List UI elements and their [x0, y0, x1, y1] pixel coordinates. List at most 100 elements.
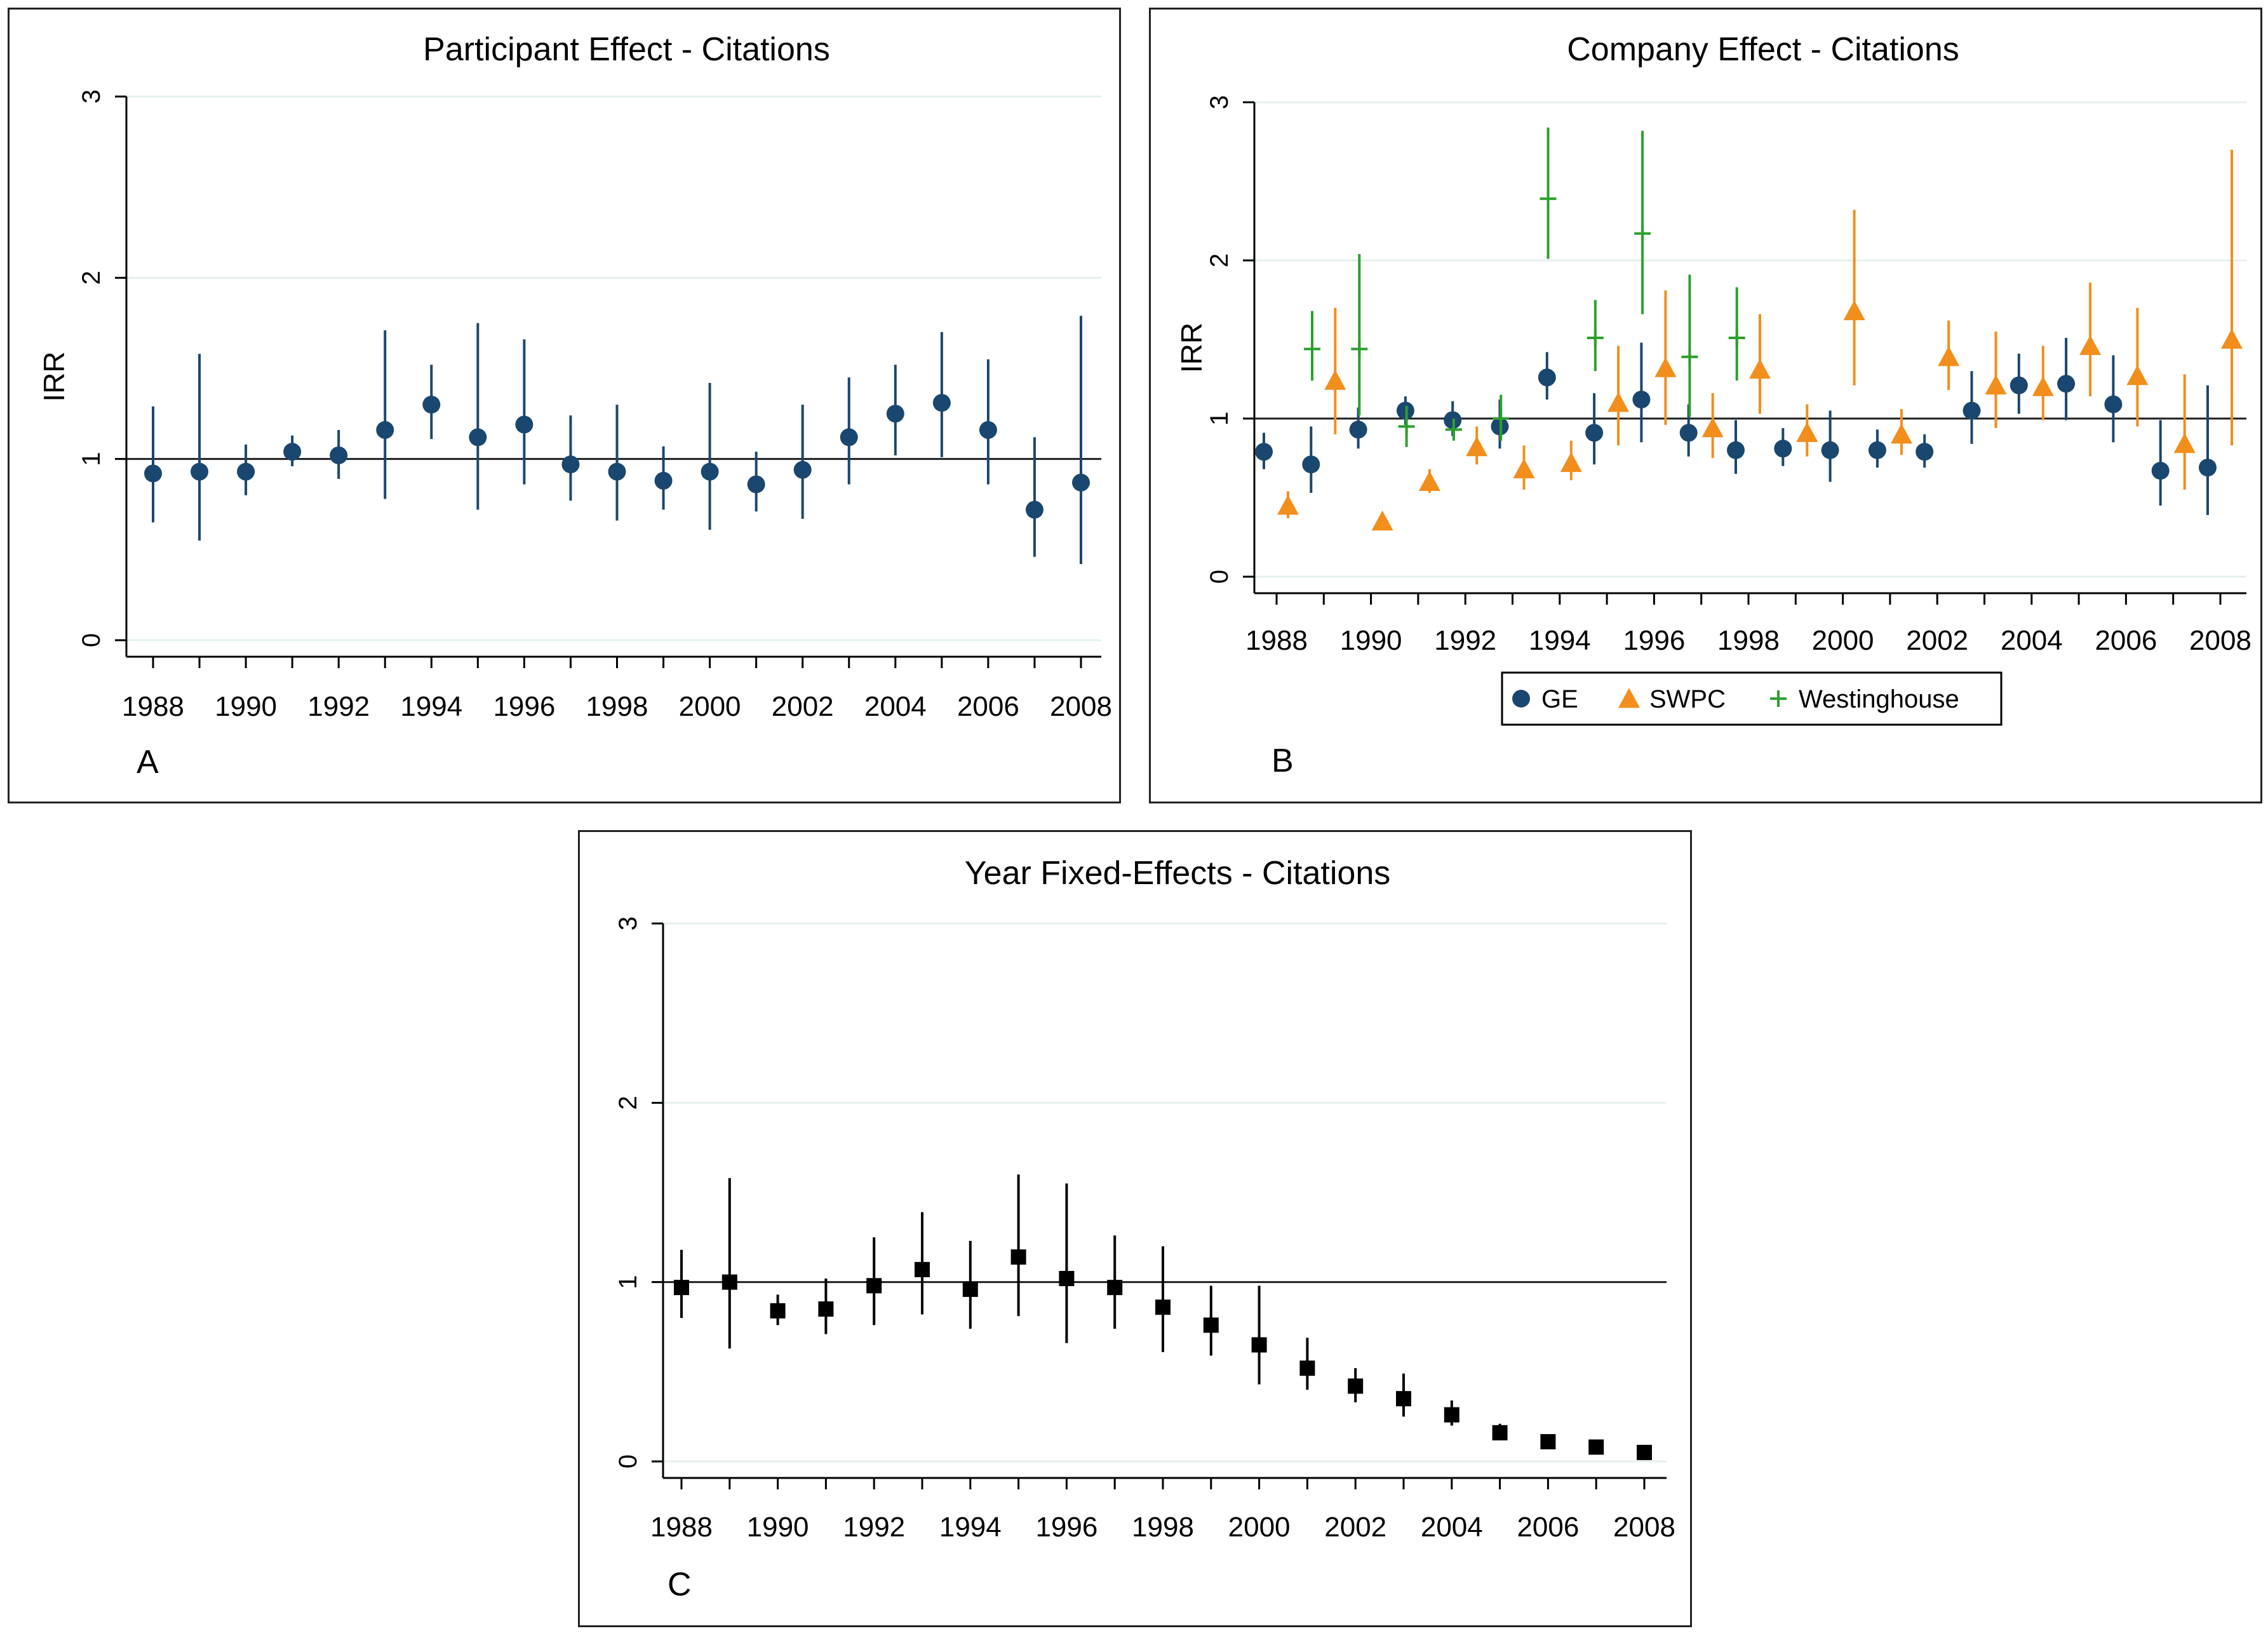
point-circle: [2057, 375, 2076, 393]
point-square: [1396, 1391, 1411, 1407]
point-triangle: [1324, 370, 1346, 390]
point-square: [866, 1278, 882, 1294]
point-circle: [1774, 440, 1792, 458]
x-tick-label: 1994: [400, 691, 462, 722]
point-circle: [1727, 441, 1745, 459]
series-westinghouse: [1304, 127, 1745, 447]
point-triangle: [1654, 357, 1677, 377]
legend-label-swpc: SWPC: [1649, 685, 1726, 713]
series-year: [674, 1174, 1652, 1460]
y-axis-label: IRR: [37, 351, 70, 401]
x-tick-label: 2000: [1228, 1512, 1291, 1543]
x-tick-label: 1988: [122, 691, 184, 722]
point-circle: [1255, 443, 1273, 461]
point-circle: [1302, 455, 1320, 474]
x-tick-label: 2006: [1517, 1512, 1579, 1543]
point-plus: [1493, 410, 1510, 427]
y-tick-label: 3: [77, 90, 105, 104]
point-circle: [1963, 401, 1981, 420]
point-triangle: [1277, 494, 1299, 515]
x-tick-label: 1998: [1717, 625, 1780, 656]
x-tick-label: 2004: [864, 691, 927, 722]
panel-label: A: [137, 744, 159, 781]
point-plus: [1351, 340, 1368, 358]
point-triangle: [1607, 392, 1630, 412]
legend-marker-westinghouse: [1770, 690, 1787, 707]
legend-marker-ge: [1512, 690, 1530, 708]
point-circle: [1585, 424, 1604, 442]
point-triangle: [1560, 452, 1582, 473]
point-square: [1637, 1444, 1652, 1460]
point-square: [1444, 1407, 1459, 1423]
point-triangle: [1466, 436, 1488, 457]
panel-label: B: [1272, 742, 1294, 779]
point-square: [1203, 1317, 1219, 1333]
point-circle: [2199, 459, 2217, 477]
y-tick-label: 0: [77, 633, 105, 647]
x-tick-label: 2004: [2001, 625, 2063, 656]
x-tick-label: 1990: [747, 1512, 809, 1543]
point-circle: [1679, 424, 1698, 442]
point-circle: [144, 464, 162, 483]
point-circle: [2010, 376, 2028, 394]
point-circle: [2151, 462, 2170, 480]
point-square: [1010, 1249, 1026, 1265]
legend-label-westinghouse: Westinghouse: [1799, 685, 1959, 713]
point-plus: [1398, 418, 1415, 435]
point-square: [1588, 1439, 1604, 1455]
point-circle: [1821, 441, 1839, 459]
point-plus: [1728, 330, 1745, 347]
point-circle: [840, 428, 858, 446]
point-circle: [515, 415, 533, 434]
series-swpc: [1277, 149, 2243, 531]
point-circle: [1868, 441, 1886, 459]
point-circle: [1025, 500, 1043, 519]
x-tick-label: 2004: [1421, 1512, 1483, 1543]
point-square: [770, 1303, 786, 1319]
point-circle: [1072, 473, 1090, 492]
chart-title: Participant Effect - Citations: [423, 31, 830, 68]
point-circle: [237, 462, 255, 481]
panel-b-company-effect: Company Effect - Citations 0 1 2 3 1988 1990 19…: [1149, 8, 2262, 803]
point-plus: [1681, 348, 1698, 365]
point-triangle: [1371, 510, 1393, 531]
point-square: [674, 1280, 689, 1296]
x-tick-label: 2000: [679, 691, 741, 722]
point-triangle: [2126, 365, 2149, 386]
point-triangle: [1418, 471, 1440, 492]
point-plus: [1445, 421, 1462, 438]
point-square: [962, 1281, 978, 1297]
point-circle: [886, 405, 904, 423]
point-square: [1155, 1299, 1171, 1315]
point-circle: [283, 443, 302, 461]
point-circle: [654, 471, 673, 490]
point-circle: [2104, 395, 2123, 413]
x-tick-label: 2002: [772, 691, 834, 722]
y-tick-label: 0: [614, 1454, 642, 1468]
point-triangle: [1701, 417, 1724, 438]
point-circle: [422, 396, 441, 414]
point-plus: [1634, 225, 1651, 242]
y-tick-label: 1: [614, 1275, 642, 1289]
x-tick-label: 1996: [493, 691, 555, 722]
chart-title: Year Fixed-Effects - Citations: [965, 855, 1391, 892]
panel-label: C: [668, 1566, 692, 1603]
point-triangle: [1985, 374, 2007, 395]
x-tick-label: 1990: [215, 691, 277, 722]
point-plus: [1540, 190, 1557, 207]
x-tick-label: 1988: [1245, 625, 1308, 656]
legend-marker-swpc: [1618, 688, 1640, 708]
point-triangle: [1843, 300, 1865, 321]
point-triangle: [1749, 358, 1771, 379]
point-square: [1251, 1337, 1267, 1353]
y-tick-label: 2: [614, 1096, 642, 1110]
point-square: [1299, 1360, 1315, 1376]
point-square: [1059, 1271, 1075, 1287]
panel-c-year-fixed-effects: Year Fixed-Effects - Citations 0 1 2 3 1988 19…: [578, 830, 1692, 1627]
x-tick-label: 2002: [1324, 1512, 1386, 1543]
y-tick-label: 0: [1205, 570, 1233, 584]
chart-svg-a: Participant Effect - Citations 0 1 2 3 1988 19…: [37, 31, 1112, 781]
point-triangle: [2032, 376, 2054, 396]
point-triangle: [2079, 335, 2102, 355]
y-tick-label: 1: [1205, 412, 1233, 426]
